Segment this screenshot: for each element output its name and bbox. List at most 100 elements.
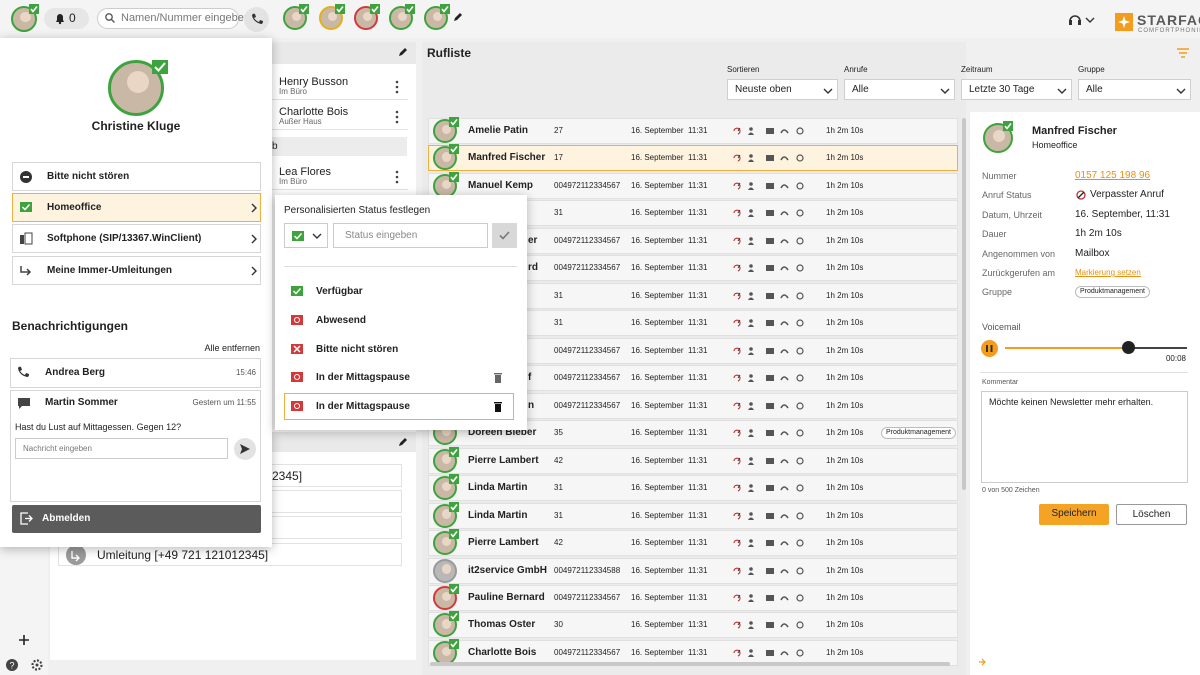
- status-option[interactable]: In der Mittagspause: [316, 401, 410, 412]
- menu-item-label: Bitte nicht stören: [47, 171, 130, 182]
- call-time: 11:31: [688, 208, 708, 218]
- status-option[interactable]: In der Mittagspause: [316, 372, 410, 383]
- call-duration: 1h 2m 10s: [826, 208, 864, 218]
- caller-name: Thomas Oster: [468, 619, 536, 631]
- help-icon: ?: [6, 659, 18, 671]
- call-row[interactable]: [428, 145, 958, 172]
- filter-select[interactable]: Alle: [1078, 79, 1191, 100]
- confirm-button[interactable]: [492, 223, 517, 248]
- edit-icon: [399, 438, 407, 446]
- pause-icon: [986, 345, 993, 352]
- delete-button[interactable]: Löschen: [1116, 504, 1187, 525]
- separator: [980, 372, 1188, 373]
- caller-name: rd: [528, 262, 538, 274]
- phone-icon: [252, 13, 263, 24]
- filter-select[interactable]: Neuste oben: [727, 79, 838, 100]
- group-header: [272, 137, 407, 156]
- call-row[interactable]: [428, 584, 958, 611]
- svg-text:?: ?: [9, 661, 14, 671]
- menu-item[interactable]: [12, 224, 261, 253]
- call-row[interactable]: [428, 557, 958, 584]
- row-actions: [733, 456, 804, 465]
- avatar: [433, 448, 457, 473]
- separator: [272, 129, 408, 130]
- phone-button[interactable]: [244, 7, 269, 32]
- comment-field[interactable]: [981, 391, 1188, 483]
- call-row[interactable]: [428, 530, 958, 557]
- separator: [284, 266, 517, 267]
- filter-value: Neuste oben: [735, 84, 792, 95]
- call-duration: 1h 2m 10s: [826, 647, 864, 657]
- filter-select[interactable]: Alle: [844, 79, 955, 100]
- progress-knob[interactable]: [1122, 341, 1135, 354]
- caller-name: n: [528, 399, 535, 411]
- call-time: 11:31: [688, 647, 708, 657]
- caller-number: 17: [554, 153, 563, 163]
- field-value: 1h 2m 10s: [1075, 228, 1122, 239]
- row-actions: [733, 566, 804, 575]
- notification-button[interactable]: [44, 8, 89, 29]
- chevron: [1176, 88, 1186, 94]
- headset-icon: [1069, 15, 1081, 25]
- notification: [10, 358, 261, 388]
- call-date: 16. September: [631, 455, 684, 465]
- delete-icon: [494, 402, 502, 412]
- call-duration: 1h 2m 10s: [826, 428, 864, 438]
- call-row[interactable]: [428, 612, 958, 639]
- notification-time: 15:46: [235, 368, 256, 377]
- status-check: [449, 583, 460, 594]
- call-time: 11:31: [688, 290, 708, 300]
- status-option[interactable]: Abwesend: [316, 315, 367, 326]
- avatar-face: [432, 11, 443, 22]
- status-icon-select[interactable]: [284, 223, 328, 248]
- avatar-face: [441, 646, 452, 657]
- call-row[interactable]: [428, 475, 958, 502]
- menu-item[interactable]: [12, 256, 261, 285]
- avatar: [424, 6, 448, 30]
- menu-item-label: Softphone (SIP/13367.WinClient): [47, 233, 202, 244]
- field-value: Mailbox: [1075, 248, 1110, 259]
- row-actions: [733, 182, 804, 190]
- call-row[interactable]: [428, 447, 958, 474]
- call-time: 11:31: [688, 345, 708, 355]
- call-time: 11:31: [688, 126, 708, 135]
- field-value: Verpasster Anruf: [1090, 189, 1164, 200]
- contact-status: Im Büro: [279, 87, 308, 96]
- call-date: 16. September: [631, 483, 684, 493]
- menu-item[interactable]: [12, 162, 261, 191]
- caller-number: 004972112334567: [554, 235, 621, 245]
- call-row[interactable]: [428, 172, 958, 199]
- user-menu: Christine Kluge Bitte nicht stören Homeoff…: [0, 38, 272, 547]
- status-option-icon: [291, 372, 303, 382]
- detail-status: Homeoffice: [1032, 140, 1078, 150]
- status-option[interactable]: Verfügbar: [316, 286, 363, 297]
- edit-icon: [399, 48, 407, 56]
- search-placeholder: Namen/Nummer eingeben: [121, 12, 251, 24]
- menu-item[interactable]: [12, 193, 261, 222]
- reply-field[interactable]: Nachricht eingeben: [15, 438, 228, 459]
- filter-select[interactable]: Letzte 30 Tage: [961, 79, 1072, 100]
- filter-value: Alle: [1086, 84, 1103, 95]
- comment-text: Möchte keinen Newsletter mehr erhalten.: [989, 397, 1154, 407]
- caller-name: Amelie Patin: [468, 125, 529, 136]
- status-option[interactable]: Bitte nicht stören: [316, 344, 399, 355]
- call-row[interactable]: [428, 118, 958, 144]
- field-value: Produktmanagement: [1075, 286, 1150, 298]
- status-option-selected[interactable]: [284, 393, 514, 420]
- status-input[interactable]: Status eingeben: [333, 223, 488, 248]
- separator: [272, 189, 408, 190]
- avatar-face: [327, 11, 338, 22]
- field-value: 16. September, 11:31: [1075, 209, 1170, 220]
- play-button[interactable]: [981, 340, 998, 357]
- call-row[interactable]: [428, 502, 958, 529]
- logout-button[interactable]: Abmelden: [12, 505, 261, 533]
- h-scrollbar: [430, 662, 950, 666]
- save-button[interactable]: Speichern: [1039, 504, 1109, 525]
- filter-label: Anrufe: [844, 65, 868, 74]
- clear-all-link[interactable]: Alle entfernen: [204, 343, 260, 353]
- call-date: 16. September: [631, 400, 684, 410]
- search-field[interactable]: [97, 8, 239, 29]
- status-check: [370, 4, 381, 14]
- call-date: 16. September: [631, 180, 684, 190]
